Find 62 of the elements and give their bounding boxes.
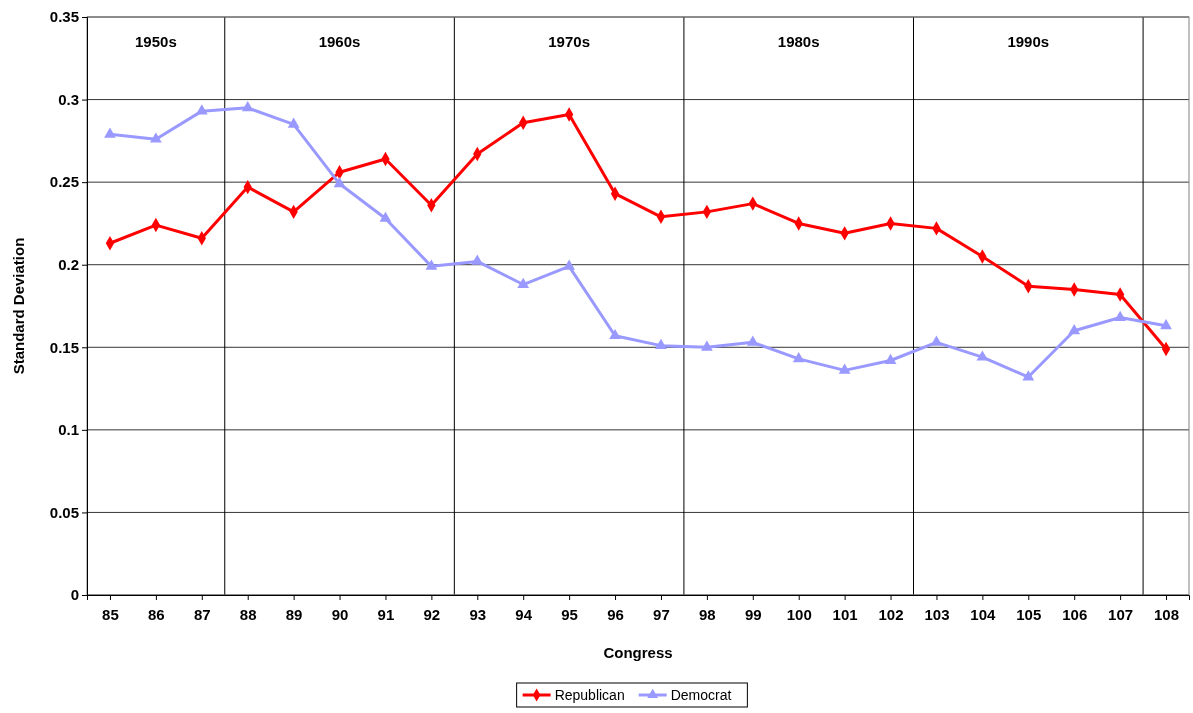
point xyxy=(287,117,300,128)
point xyxy=(425,259,438,270)
y-tick-label: 0.3 xyxy=(58,90,79,108)
point xyxy=(838,363,851,374)
y-axis-title: Standard Deviation xyxy=(10,237,27,375)
x-tick-label: 85 xyxy=(102,605,119,623)
point xyxy=(1068,323,1081,335)
x-tick-label: 91 xyxy=(377,605,395,623)
legend-label: Democrat xyxy=(670,687,732,703)
point xyxy=(1114,310,1127,321)
point xyxy=(655,338,667,350)
point xyxy=(1160,319,1172,330)
x-tick-label: 104 xyxy=(970,605,997,623)
x-tick-label: 86 xyxy=(148,605,165,623)
x-tick-label: 87 xyxy=(193,605,211,623)
x-tick-label: 94 xyxy=(515,605,533,623)
annotation: 1960s xyxy=(318,33,361,50)
x-tick-label: 105 xyxy=(1016,605,1042,623)
y-tick-label: 0 xyxy=(70,586,79,604)
point xyxy=(1022,370,1035,381)
point xyxy=(700,340,713,351)
y-tick-label: 0.05 xyxy=(49,503,79,521)
x-tick-label: 101 xyxy=(832,605,858,623)
x-tick-label: 108 xyxy=(1154,605,1180,623)
point xyxy=(609,328,621,340)
x-tick-label: 99 xyxy=(744,605,762,623)
point xyxy=(379,211,392,222)
x-tick-label: 106 xyxy=(1062,605,1088,623)
annotation: 1950s xyxy=(135,33,177,50)
x-tick-label: 103 xyxy=(924,605,950,623)
x-tick-label: 96 xyxy=(607,605,624,623)
annotation: 1970s xyxy=(548,33,590,50)
y-tick-label: 0.15 xyxy=(49,338,79,356)
y-tick-label: 0.1 xyxy=(58,421,79,439)
x-tick-label: 89 xyxy=(285,605,303,623)
x-tick-label: 90 xyxy=(331,605,349,623)
x-tick-label: 93 xyxy=(469,605,487,623)
point xyxy=(792,352,805,363)
y-tick-label: 0.2 xyxy=(58,256,79,274)
annotation: 1990s xyxy=(1007,33,1050,50)
x-tick-label: 102 xyxy=(878,605,904,623)
point xyxy=(746,335,759,346)
x-tick-label: 98 xyxy=(699,605,716,623)
legend-label: Republican xyxy=(554,687,625,703)
point xyxy=(884,353,897,364)
x-tick-label: 92 xyxy=(423,605,441,623)
x-tick-label: 95 xyxy=(561,605,578,623)
x-tick-label: 107 xyxy=(1108,605,1134,623)
x-tick-label: 97 xyxy=(653,605,670,623)
x-axis-title: Congress xyxy=(603,644,673,661)
point xyxy=(149,132,162,143)
x-tick-label: 100 xyxy=(786,605,812,623)
y-tick-label: 0.25 xyxy=(49,173,79,191)
point xyxy=(563,259,576,270)
point xyxy=(104,127,116,138)
point xyxy=(333,177,346,188)
point xyxy=(241,101,254,112)
annotation: 1980s xyxy=(777,33,820,50)
y-tick-label: 0.35 xyxy=(49,8,79,26)
x-tick-label: 88 xyxy=(239,605,257,623)
point xyxy=(517,277,530,288)
point xyxy=(930,335,943,346)
